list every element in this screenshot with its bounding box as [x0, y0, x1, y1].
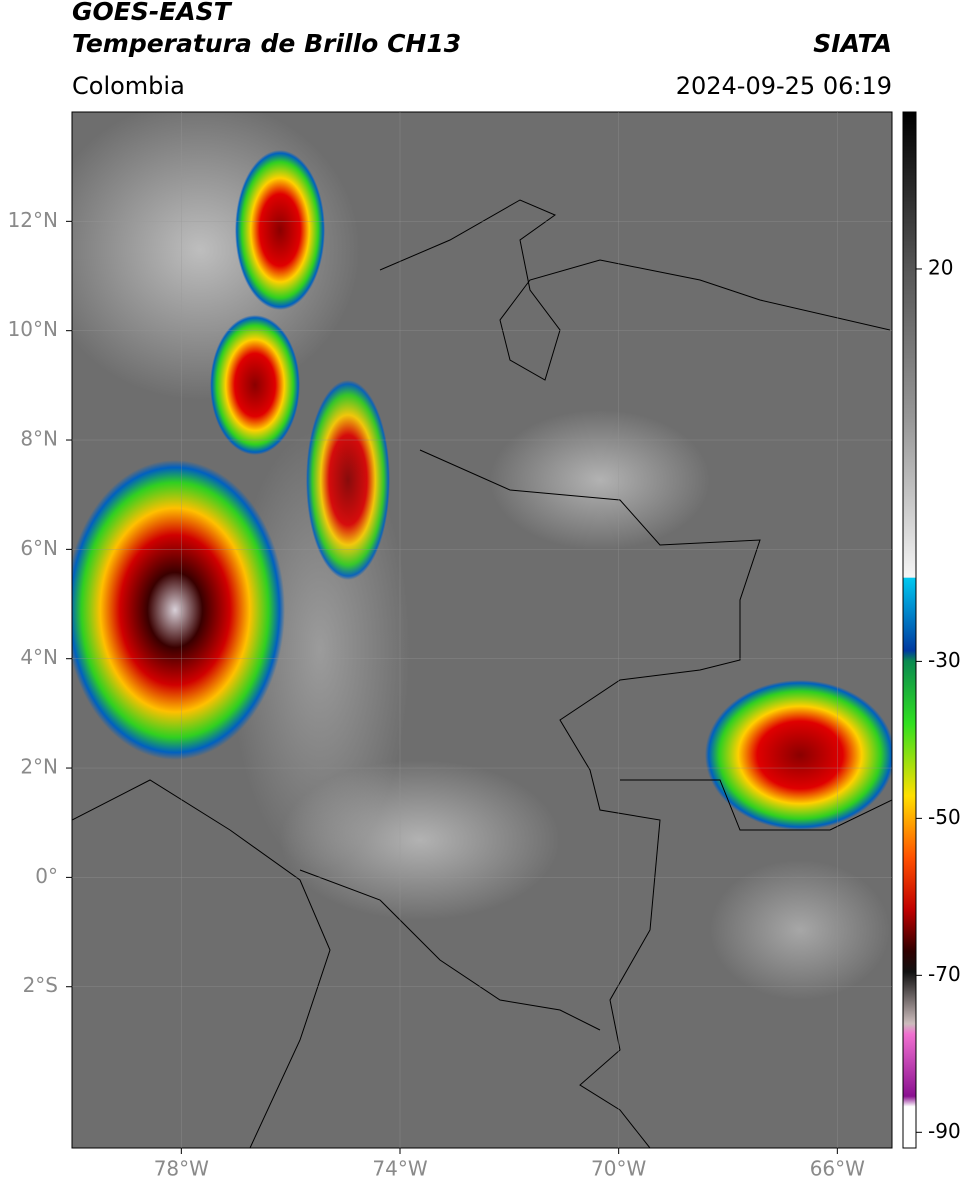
colorbar-tick-label: -70 [928, 962, 961, 986]
lat-tick-label: 4°N [20, 645, 58, 669]
imagery [72, 112, 892, 1148]
lon-tick-label: 70°W [591, 1157, 646, 1181]
lat-tick-label: 8°N [20, 427, 58, 451]
timestamp: 2024-09-25 06:19 [676, 72, 892, 100]
lon-tick-label: 66°W [810, 1157, 865, 1181]
colorbar-tick-label: -90 [928, 1119, 961, 1143]
map-frame [71, 111, 893, 1149]
lat-tick-label: 2°S [23, 973, 58, 997]
lat-tick-label: 10°N [8, 317, 58, 341]
colorbar-tick-label: 20 [928, 255, 953, 279]
title-line: Temperatura de Brillo CH13 [72, 29, 461, 58]
lat-tick-label: 0° [35, 864, 58, 888]
lat-tick-label: 2°N [20, 755, 58, 779]
colorbar [902, 111, 917, 1149]
lat-tick-label: 6°N [20, 536, 58, 560]
region: Colombia [72, 72, 185, 100]
colorbar-tick-label: -50 [928, 805, 961, 829]
lon-tick-label: 74°W [372, 1157, 427, 1181]
lat-tick-label: 12°N [8, 208, 58, 232]
lon-tick-label: 78°W [154, 1157, 209, 1181]
title-line: GOES-EAST [72, 0, 233, 26]
colorbar-tick-label: -30 [928, 648, 961, 672]
source: SIATA [813, 29, 892, 58]
